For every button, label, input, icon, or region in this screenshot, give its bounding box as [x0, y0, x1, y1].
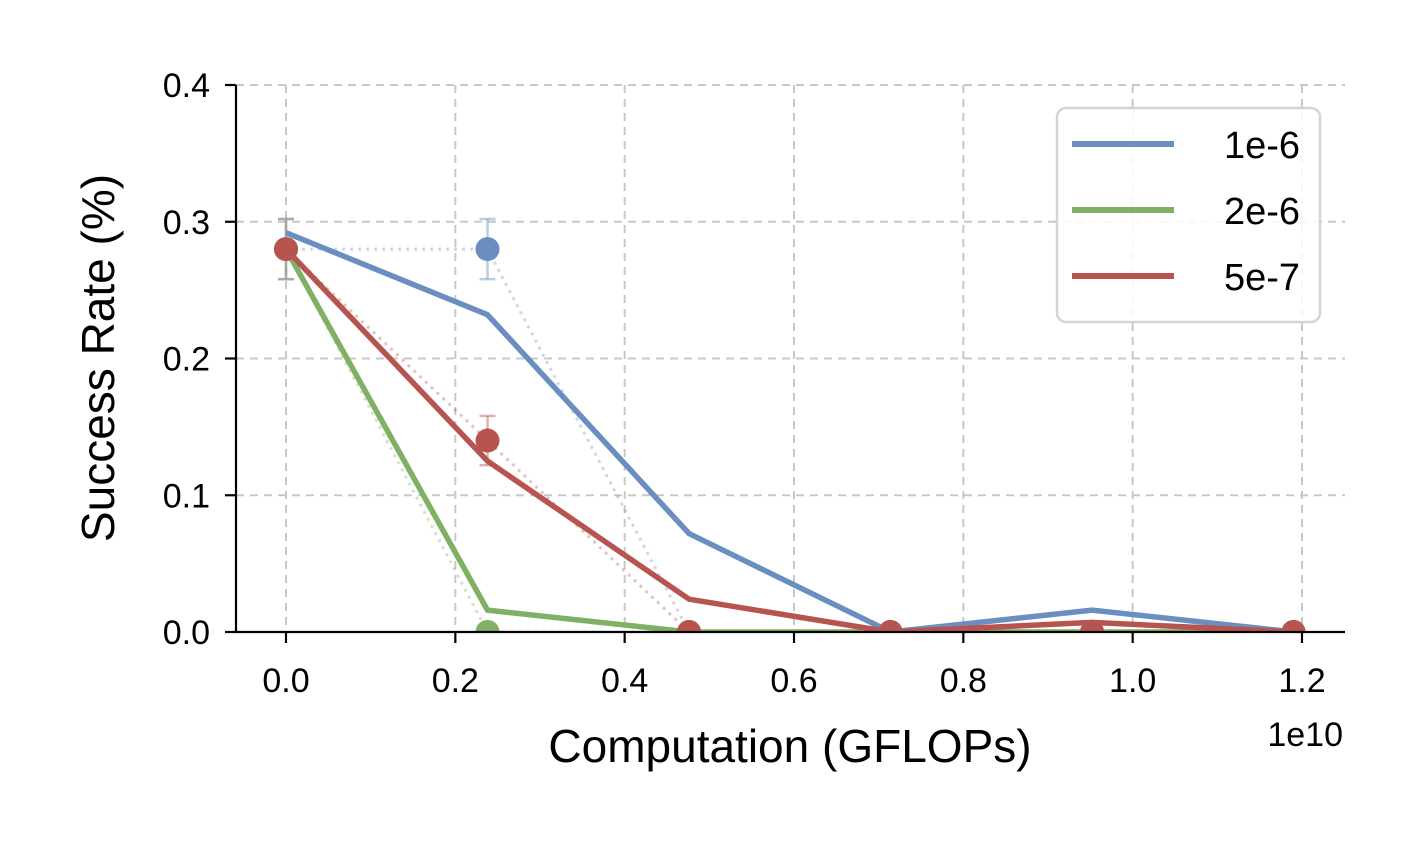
smoothed-line-5e-7: [284, 247, 1294, 635]
legend-label: 1e-6: [1224, 125, 1300, 167]
x-axis-label: Computation (GFLOPs): [548, 720, 1031, 772]
x-tick-label: 0.2: [432, 662, 479, 700]
smoothed-line-1e-6: [284, 230, 1294, 635]
raw-line-2e-6: [284, 248, 1294, 634]
x-tick-label: 0.6: [770, 662, 817, 700]
y-axis-label: Success Rate (%): [72, 174, 124, 542]
data-point-1e-6: [475, 237, 500, 262]
y-tick-label: 0.4: [163, 67, 210, 105]
legend: 1e-6 2e-6 5e-7: [1055, 106, 1322, 324]
x-tick-label: 1.2: [1278, 662, 1325, 700]
x-tick-label: 1.0: [1109, 662, 1156, 700]
x-tick-label: 0.8: [940, 662, 987, 700]
x-tick-label: 0.4: [601, 662, 648, 700]
y-tick-label: 0.1: [163, 477, 210, 515]
legend-label: 5e-7: [1224, 257, 1300, 299]
data-point-5e-7: [274, 237, 298, 262]
axis-mask: [236, 633, 1346, 647]
x-ticks: 0.0 0.2 0.4 0.6 0.8 1.0 1.2: [262, 632, 1326, 700]
y-tick-label: 0.0: [163, 614, 210, 652]
y-tick-label: 0.3: [163, 204, 210, 242]
y-tick-label: 0.2: [163, 341, 210, 379]
y-ticks: 0.0 0.1 0.2 0.3 0.4: [163, 67, 236, 652]
x-tick-label: 0.0: [262, 662, 309, 700]
legend-label: 2e-6: [1224, 191, 1300, 233]
data-point-5e-7: [475, 428, 500, 453]
x-offset-label: 1e10: [1267, 716, 1343, 754]
marker-layer: [236, 237, 1346, 647]
legend-frame: [1055, 106, 1322, 324]
